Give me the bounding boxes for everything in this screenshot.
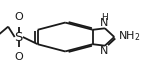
Text: N: N — [100, 46, 108, 56]
Text: S: S — [15, 30, 23, 44]
Text: N: N — [100, 18, 108, 28]
Text: O: O — [14, 12, 23, 22]
Text: NH$_2$: NH$_2$ — [118, 29, 141, 43]
Text: O: O — [14, 52, 23, 62]
Text: H: H — [101, 13, 107, 22]
